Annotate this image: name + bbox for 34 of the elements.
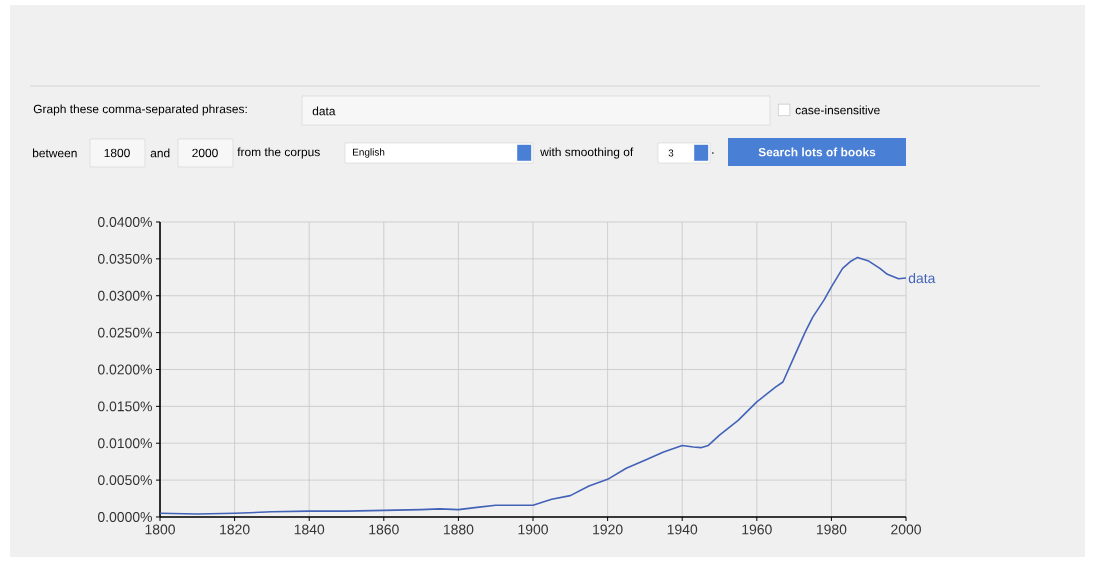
y-tick-label: 0.0100%	[97, 438, 152, 449]
x-tick-label: 1920	[593, 524, 623, 535]
x-tick-label: 1840	[294, 524, 325, 535]
text: English	[353, 148, 385, 158]
x-tick-label: 1940	[667, 524, 698, 535]
text: data	[312, 106, 336, 116]
text: and	[150, 148, 170, 158]
y-tick-label: 0.0200%	[97, 364, 152, 375]
text: 2000	[192, 148, 218, 158]
x-tick-label: 1860	[369, 524, 399, 535]
series-label: data	[908, 272, 936, 284]
x-tick-label: 1980	[816, 524, 847, 535]
y-tick-label: 0.0400%	[97, 217, 152, 227]
text: .	[712, 152, 714, 154]
x-tick-label: 1800	[145, 524, 175, 535]
text: between	[32, 148, 77, 158]
text: Search lots of books	[758, 147, 876, 157]
x-tick-label: 1900	[518, 524, 548, 535]
y-tick-label: 0.0350%	[97, 253, 152, 264]
x-tick-label: 1960	[742, 524, 772, 535]
text: 1800	[104, 148, 130, 158]
x-tick-label: 1820	[220, 524, 250, 535]
text: with smoothing of	[540, 147, 634, 159]
text: Graph these comma-separated phrases:	[33, 104, 247, 116]
text: 3	[668, 149, 674, 157]
y-tick-label: 0.0150%	[97, 401, 152, 412]
x-tick-label: 1880	[443, 524, 474, 535]
y-tick-label: 0.0000%	[97, 512, 152, 522]
text: case-insensitive	[795, 105, 880, 115]
text: from the corpus	[237, 147, 320, 159]
y-tick-label: 0.0050%	[97, 475, 152, 486]
y-tick-label: 0.0250%	[97, 327, 152, 338]
y-tick-label: 0.0300%	[97, 290, 152, 301]
x-tick-label: 2000	[891, 524, 921, 535]
